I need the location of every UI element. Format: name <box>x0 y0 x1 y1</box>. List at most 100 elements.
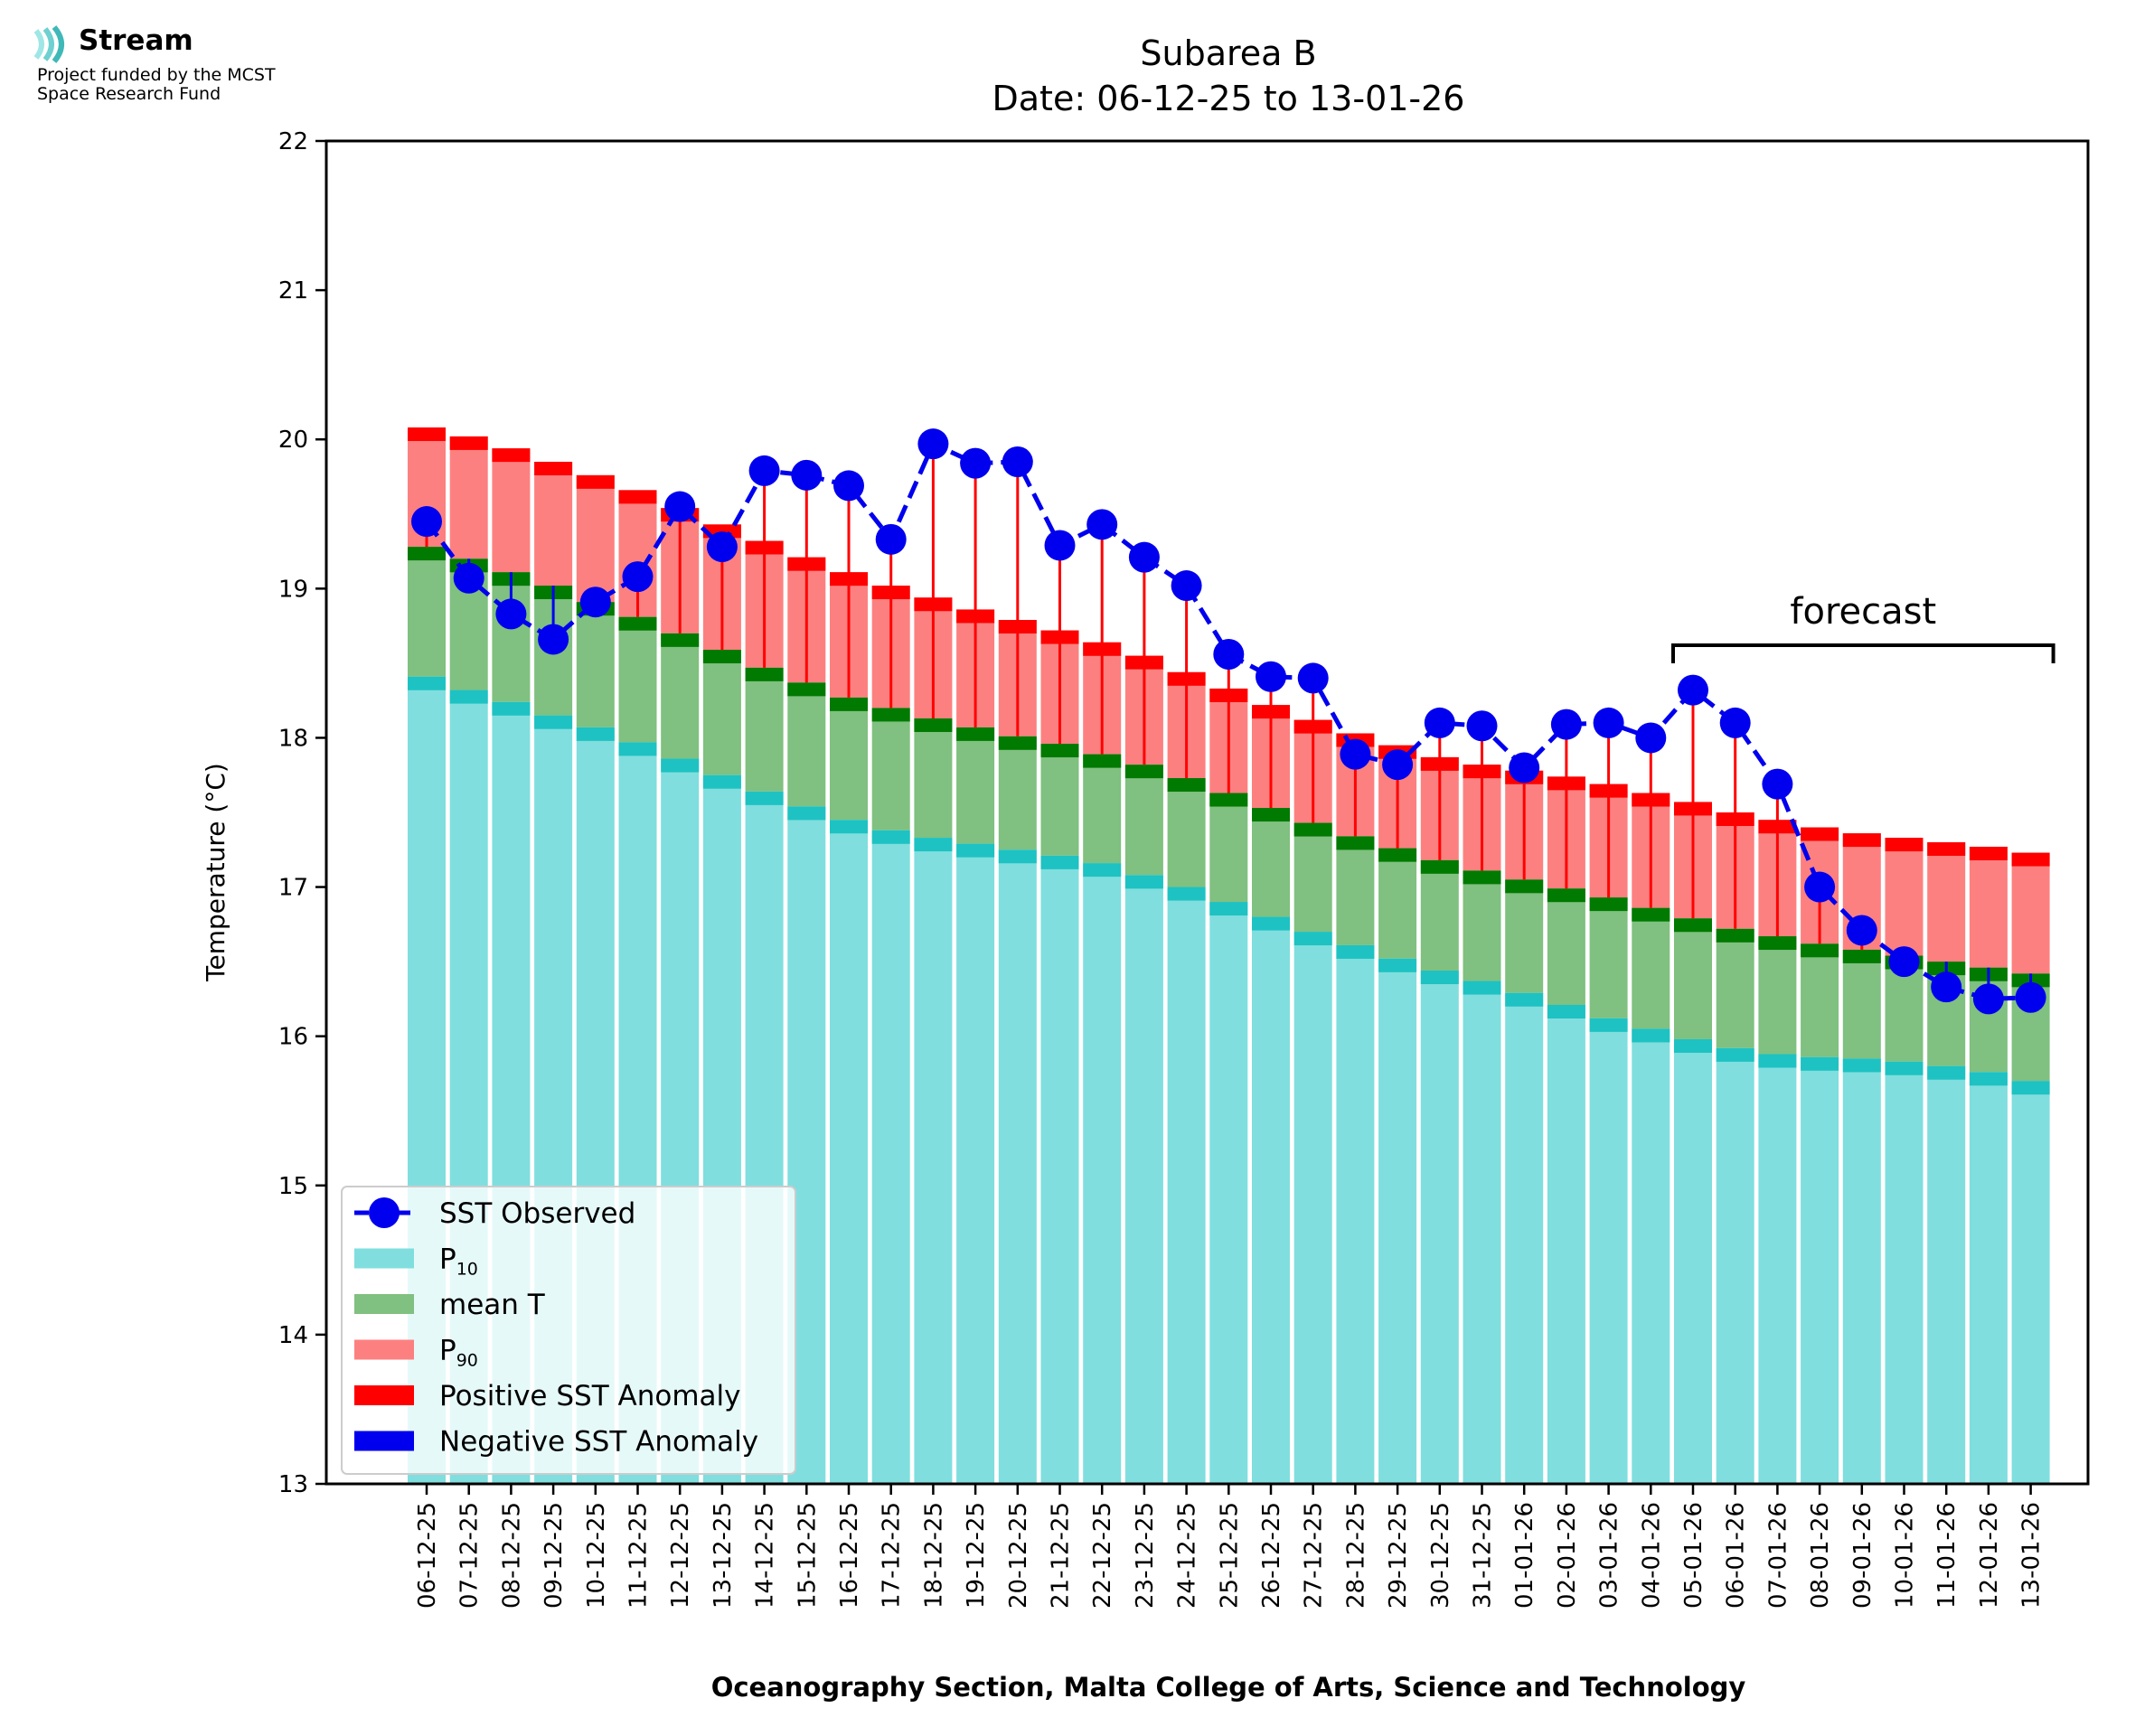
legend-label: Negative SST Anomaly <box>439 1426 758 1459</box>
x-tick-label: 03-01-26 <box>1596 1502 1623 1609</box>
p90-bar <box>576 474 615 603</box>
p90-cap <box>702 524 741 539</box>
mean-bar <box>1674 918 1712 1039</box>
y-tick-label: 15 <box>278 1173 308 1200</box>
mean-bar <box>1378 848 1417 959</box>
y-tick-label: 17 <box>278 875 308 902</box>
sst-observed-point <box>1635 722 1667 754</box>
p10-bar <box>1632 1028 1670 1484</box>
logo-funding-line-2: Space Research Fund <box>37 84 221 104</box>
mean-cap <box>1252 808 1290 822</box>
p10-cap <box>1336 944 1375 959</box>
p10-cap <box>1083 863 1122 877</box>
p10-cap <box>1885 1061 1924 1075</box>
p90-bar <box>492 448 531 573</box>
x-tick-label: 09-01-26 <box>1849 1502 1877 1609</box>
sst-observed-point <box>1086 509 1118 540</box>
p10-cap <box>534 715 573 729</box>
mean-bar <box>1632 907 1670 1029</box>
x-tick-label: 07-12-25 <box>456 1502 484 1609</box>
p10-bar <box>914 838 953 1484</box>
sst-observed-point <box>1846 915 1877 946</box>
mean-cap <box>745 667 784 681</box>
p90-bar <box>449 436 488 559</box>
legend-patch-swatch <box>354 1339 414 1360</box>
x-tick-label: 12-01-26 <box>1976 1502 2003 1609</box>
x-tick-label: 02-01-26 <box>1554 1502 1581 1609</box>
x-tick-label: 19-12-25 <box>963 1502 990 1609</box>
sst-observed-point <box>791 459 823 491</box>
y-tick-label: 13 <box>278 1471 308 1498</box>
p10-cap <box>956 843 995 858</box>
p10-cap <box>1589 1018 1628 1032</box>
x-tick-label: 13-01-26 <box>2018 1502 2046 1609</box>
logo-funding-note: Project funded by the MCST Space Researc… <box>37 66 276 104</box>
p10-bar <box>1505 992 1544 1484</box>
p90-bar <box>2011 852 2050 974</box>
mean-bar <box>1209 793 1248 903</box>
p10-bar <box>1293 932 1332 1484</box>
mean-cap <box>1589 897 1628 912</box>
mean-bar <box>1547 888 1585 1005</box>
legend-label: mean T <box>439 1289 546 1321</box>
x-tick-label: 12-12-25 <box>667 1502 694 1609</box>
p90-cap <box>408 427 446 442</box>
sst-observed-point <box>960 447 992 479</box>
x-tick-label: 21-12-25 <box>1048 1502 1075 1609</box>
mean-bar <box>745 667 784 792</box>
y-axis-label: Temperature (°C) <box>201 763 230 982</box>
p90-bar <box>1927 842 1966 962</box>
mean-bar <box>1336 836 1375 945</box>
stream-logo: Stream Project funded by the MCST Space … <box>33 23 276 104</box>
mean-cap <box>1336 836 1375 850</box>
mean-cap <box>914 718 953 732</box>
logo-name: Stream <box>79 24 193 57</box>
p10-bar <box>1209 902 1248 1484</box>
mean-bar <box>576 602 615 727</box>
mean-bar <box>1758 936 1797 1055</box>
x-tick-label: 04-01-26 <box>1638 1502 1665 1609</box>
sst-observed-point <box>1550 708 1582 740</box>
p10-cap <box>661 758 700 773</box>
p10-cap <box>1547 1004 1585 1018</box>
mean-cap <box>1124 765 1163 779</box>
mean-cap <box>1083 754 1122 768</box>
p10-bar <box>1885 1061 1924 1484</box>
legend-label: Positive SST Anomaly <box>439 1380 740 1412</box>
chart-subtitle: Date: 06-12-25 to 13-01-26 <box>992 79 1465 118</box>
mean-bar <box>871 708 910 830</box>
sst-observed-point <box>1002 446 1033 477</box>
sst-observed-point <box>1424 707 1455 738</box>
sst-observed-point <box>1719 707 1751 738</box>
p10-cap <box>449 690 488 704</box>
mean-cap <box>408 547 446 561</box>
sst-observed-point <box>664 491 696 522</box>
sst-observed-point <box>1171 570 1202 602</box>
mean-bar <box>1420 859 1459 971</box>
mean-cap <box>661 633 700 647</box>
mean-cap <box>1842 949 1881 963</box>
mean-bar <box>787 682 826 807</box>
x-tick-label: 10-12-25 <box>583 1502 610 1609</box>
mean-bar <box>1083 754 1122 864</box>
forecast-bracket <box>1671 643 2055 663</box>
mean-bar <box>1167 778 1206 887</box>
mean-cap <box>1463 870 1501 885</box>
mean-cap <box>956 727 995 741</box>
mean-bar <box>1716 928 1754 1048</box>
p10-cap <box>492 701 531 716</box>
p10-bar <box>2011 1081 2050 1484</box>
observed-line-layer <box>411 428 2046 1015</box>
p10-cap <box>1378 958 1417 972</box>
x-tick-label: 25-12-25 <box>1216 1502 1243 1609</box>
mean-bar <box>1842 949 1881 1059</box>
sst-observed-point <box>1297 662 1329 694</box>
x-tick-label: 05-01-26 <box>1680 1502 1707 1609</box>
x-tick-label: 08-01-26 <box>1807 1502 1834 1609</box>
p90-cap <box>1801 827 1839 841</box>
p10-cap <box>1505 992 1544 1007</box>
p10-bar <box>1801 1056 1839 1484</box>
chart-title: Subarea B <box>1140 33 1316 73</box>
